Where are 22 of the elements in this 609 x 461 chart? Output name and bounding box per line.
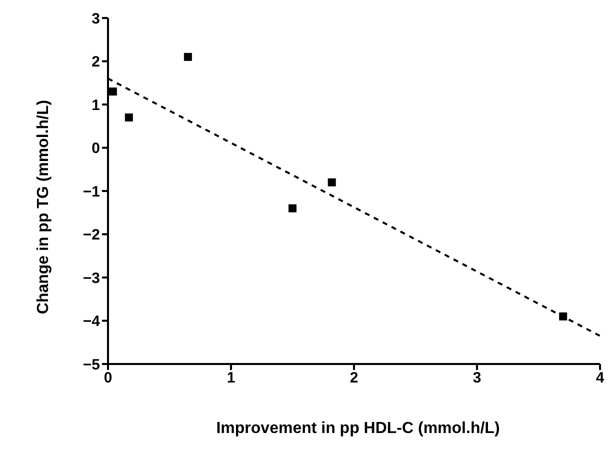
x-tick-label: 0 bbox=[104, 370, 112, 387]
y-tick-label: 1 bbox=[92, 96, 100, 114]
y-tick-label: −1 bbox=[82, 183, 100, 200]
point bbox=[108, 88, 117, 96]
y-tick-label: 2 bbox=[92, 54, 100, 71]
y-tick-label: −4 bbox=[82, 313, 101, 330]
y-tick-label: 3 bbox=[92, 10, 100, 28]
y-tick-label: −5 bbox=[82, 356, 100, 374]
y-axis-title: Change in pp TG (mmol.h/L) bbox=[35, 98, 53, 316]
point bbox=[184, 52, 192, 61]
y-tick-label: −3 bbox=[82, 270, 100, 287]
y-tick-label: −2 bbox=[82, 226, 100, 244]
point bbox=[328, 178, 336, 186]
x-axis-title: Improvement in pp HDL-C (mmol.h/L) bbox=[215, 420, 501, 438]
y-tick-label: 0 bbox=[92, 140, 100, 158]
x-tick-label: 2 bbox=[350, 370, 358, 387]
x-tick-label: 4 bbox=[596, 370, 605, 387]
x-tick-label: 1 bbox=[226, 370, 236, 387]
point bbox=[124, 113, 133, 122]
point bbox=[559, 312, 568, 320]
point bbox=[288, 204, 296, 212]
x-tick-label: 3 bbox=[472, 370, 482, 387]
